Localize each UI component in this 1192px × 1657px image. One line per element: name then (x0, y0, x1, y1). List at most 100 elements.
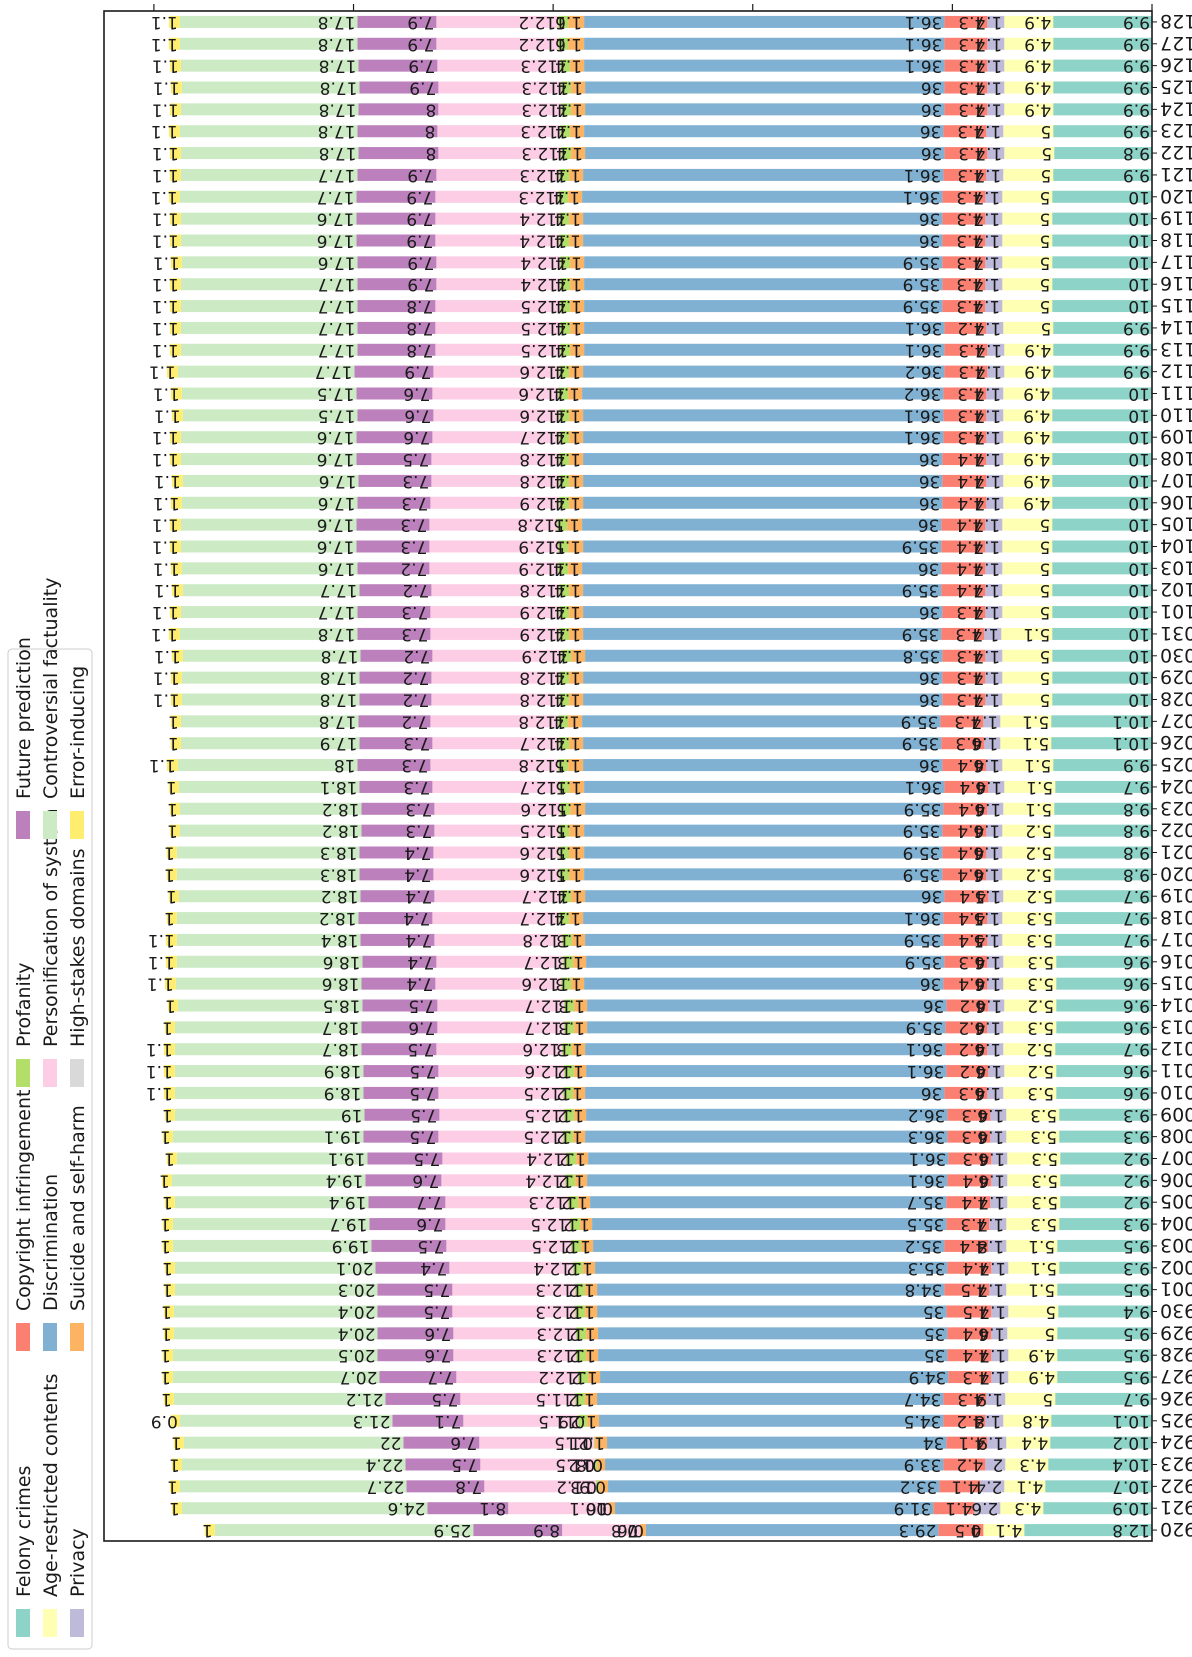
data-label: 12.3 (520, 56, 558, 76)
bar-segment (453, 1327, 577, 1340)
data-label: 1 (162, 1280, 173, 1300)
bar-segment (1059, 1261, 1152, 1274)
data-label: 17.8 (318, 12, 356, 32)
data-label: 5.3 (1031, 1170, 1058, 1190)
bar-segment (584, 321, 945, 334)
data-label: 35.9 (904, 930, 942, 950)
bar-segment (1000, 737, 1052, 750)
data-label: 1.6 (978, 1149, 1005, 1169)
bar-segment (362, 999, 438, 1012)
bar-segment (943, 387, 987, 400)
bar-segment (180, 59, 359, 72)
data-label: 1.7 (975, 99, 1002, 119)
data-label: 35.9 (902, 733, 940, 753)
bar-segment (569, 496, 584, 509)
data-label: 1.4 (555, 340, 582, 360)
bar-segment (986, 868, 1003, 881)
bar-segment (1002, 234, 1053, 247)
data-label: 1.7 (975, 362, 1002, 382)
bar-segment (584, 780, 945, 793)
data-label: 12.3 (521, 143, 559, 163)
data-label: 1 (555, 12, 566, 32)
data-label: 7.3 (402, 471, 429, 491)
data-label: 1.5 (554, 537, 581, 557)
data-label: 1.4 (554, 231, 581, 251)
bar-segment (175, 977, 362, 990)
x-tick-label: ~20230925 (1160, 1409, 1192, 1431)
data-label: 1.1 (152, 602, 179, 622)
data-label: 1.1 (153, 690, 180, 710)
data-label: 1.1 (152, 209, 179, 229)
bar-segment (436, 37, 559, 50)
bar-segment (179, 15, 358, 28)
data-label: 35.3 (908, 1258, 946, 1278)
data-label: 18.3 (320, 843, 358, 863)
bar-segment (945, 1021, 988, 1034)
data-label: 4.3 (956, 274, 983, 294)
data-label: 36.1 (905, 56, 943, 76)
data-label: 5 (1039, 558, 1050, 578)
bar-segment (615, 1502, 934, 1515)
bar-segment (573, 1086, 586, 1099)
data-label: 1 (164, 908, 175, 928)
bar-segment (181, 1458, 406, 1471)
data-label: 17.8 (318, 121, 356, 141)
bar-segment (945, 1043, 988, 1056)
data-label: 1 (568, 1236, 579, 1256)
data-label: 5.3 (1031, 1149, 1058, 1169)
bar-segment (580, 1218, 593, 1231)
data-label: 1.7 (975, 78, 1002, 98)
bar-segment (354, 365, 434, 378)
bar-segment (569, 234, 584, 247)
data-label: 1.1 (152, 296, 179, 316)
data-label: 1.7 (973, 515, 1000, 535)
data-label: 1.2 (558, 1170, 585, 1190)
bar-segment (379, 1371, 457, 1384)
bar-segment (565, 1174, 576, 1187)
bar-segment (942, 212, 986, 225)
data-label: 1.5 (554, 755, 581, 775)
bar-segment (561, 890, 572, 903)
data-label: 1.3 (558, 1017, 585, 1037)
data-label: 7.5 (407, 1039, 434, 1059)
data-label: 1.6 (973, 821, 1000, 841)
data-label: 7.6 (416, 1214, 443, 1234)
data-label: 1 (556, 602, 567, 622)
data-label: 35.9 (903, 274, 941, 294)
x-tick-label: ~20231102 (1160, 578, 1192, 600)
data-label: 10 (1128, 690, 1150, 710)
bar-segment (180, 234, 357, 247)
data-label: 35.9 (902, 580, 940, 600)
data-label: 18.2 (322, 821, 360, 841)
data-label: 4.2 (956, 1455, 983, 1475)
bar-segment (559, 234, 570, 247)
data-label: 1.7 (973, 209, 1000, 229)
bar-segment (583, 606, 943, 619)
bar-segment (170, 1414, 180, 1427)
bar-segment (435, 977, 562, 990)
data-label: 1.6 (974, 799, 1001, 819)
bar-segment (1003, 1414, 1052, 1427)
data-label: 1.2 (578, 1433, 605, 1453)
bar-segment (1053, 59, 1153, 72)
bar-segment (988, 780, 1005, 793)
data-label: 1.1 (153, 78, 180, 98)
bar-segment (576, 1349, 587, 1362)
data-label: 1.4 (554, 165, 581, 185)
data-label: 1.4 (555, 252, 582, 272)
data-label: 12.4 (525, 1170, 563, 1190)
data-label: 17.6 (317, 209, 355, 229)
bar-segment (356, 431, 433, 444)
bar-segment (943, 977, 988, 990)
bar-segment (1004, 365, 1054, 378)
data-label: 1.6 (974, 974, 1001, 994)
bar-segment (180, 343, 358, 356)
data-label: 4.9 (1023, 449, 1050, 469)
data-label: 4.4 (962, 1345, 989, 1365)
bar-segment (180, 278, 358, 291)
data-label: 12.5 (520, 340, 558, 360)
x-tick-label: ~20231022 (1160, 819, 1192, 841)
data-label: 8.1 (479, 1498, 506, 1518)
data-label: 0.6 (586, 1498, 613, 1518)
bar-segment (358, 147, 439, 160)
